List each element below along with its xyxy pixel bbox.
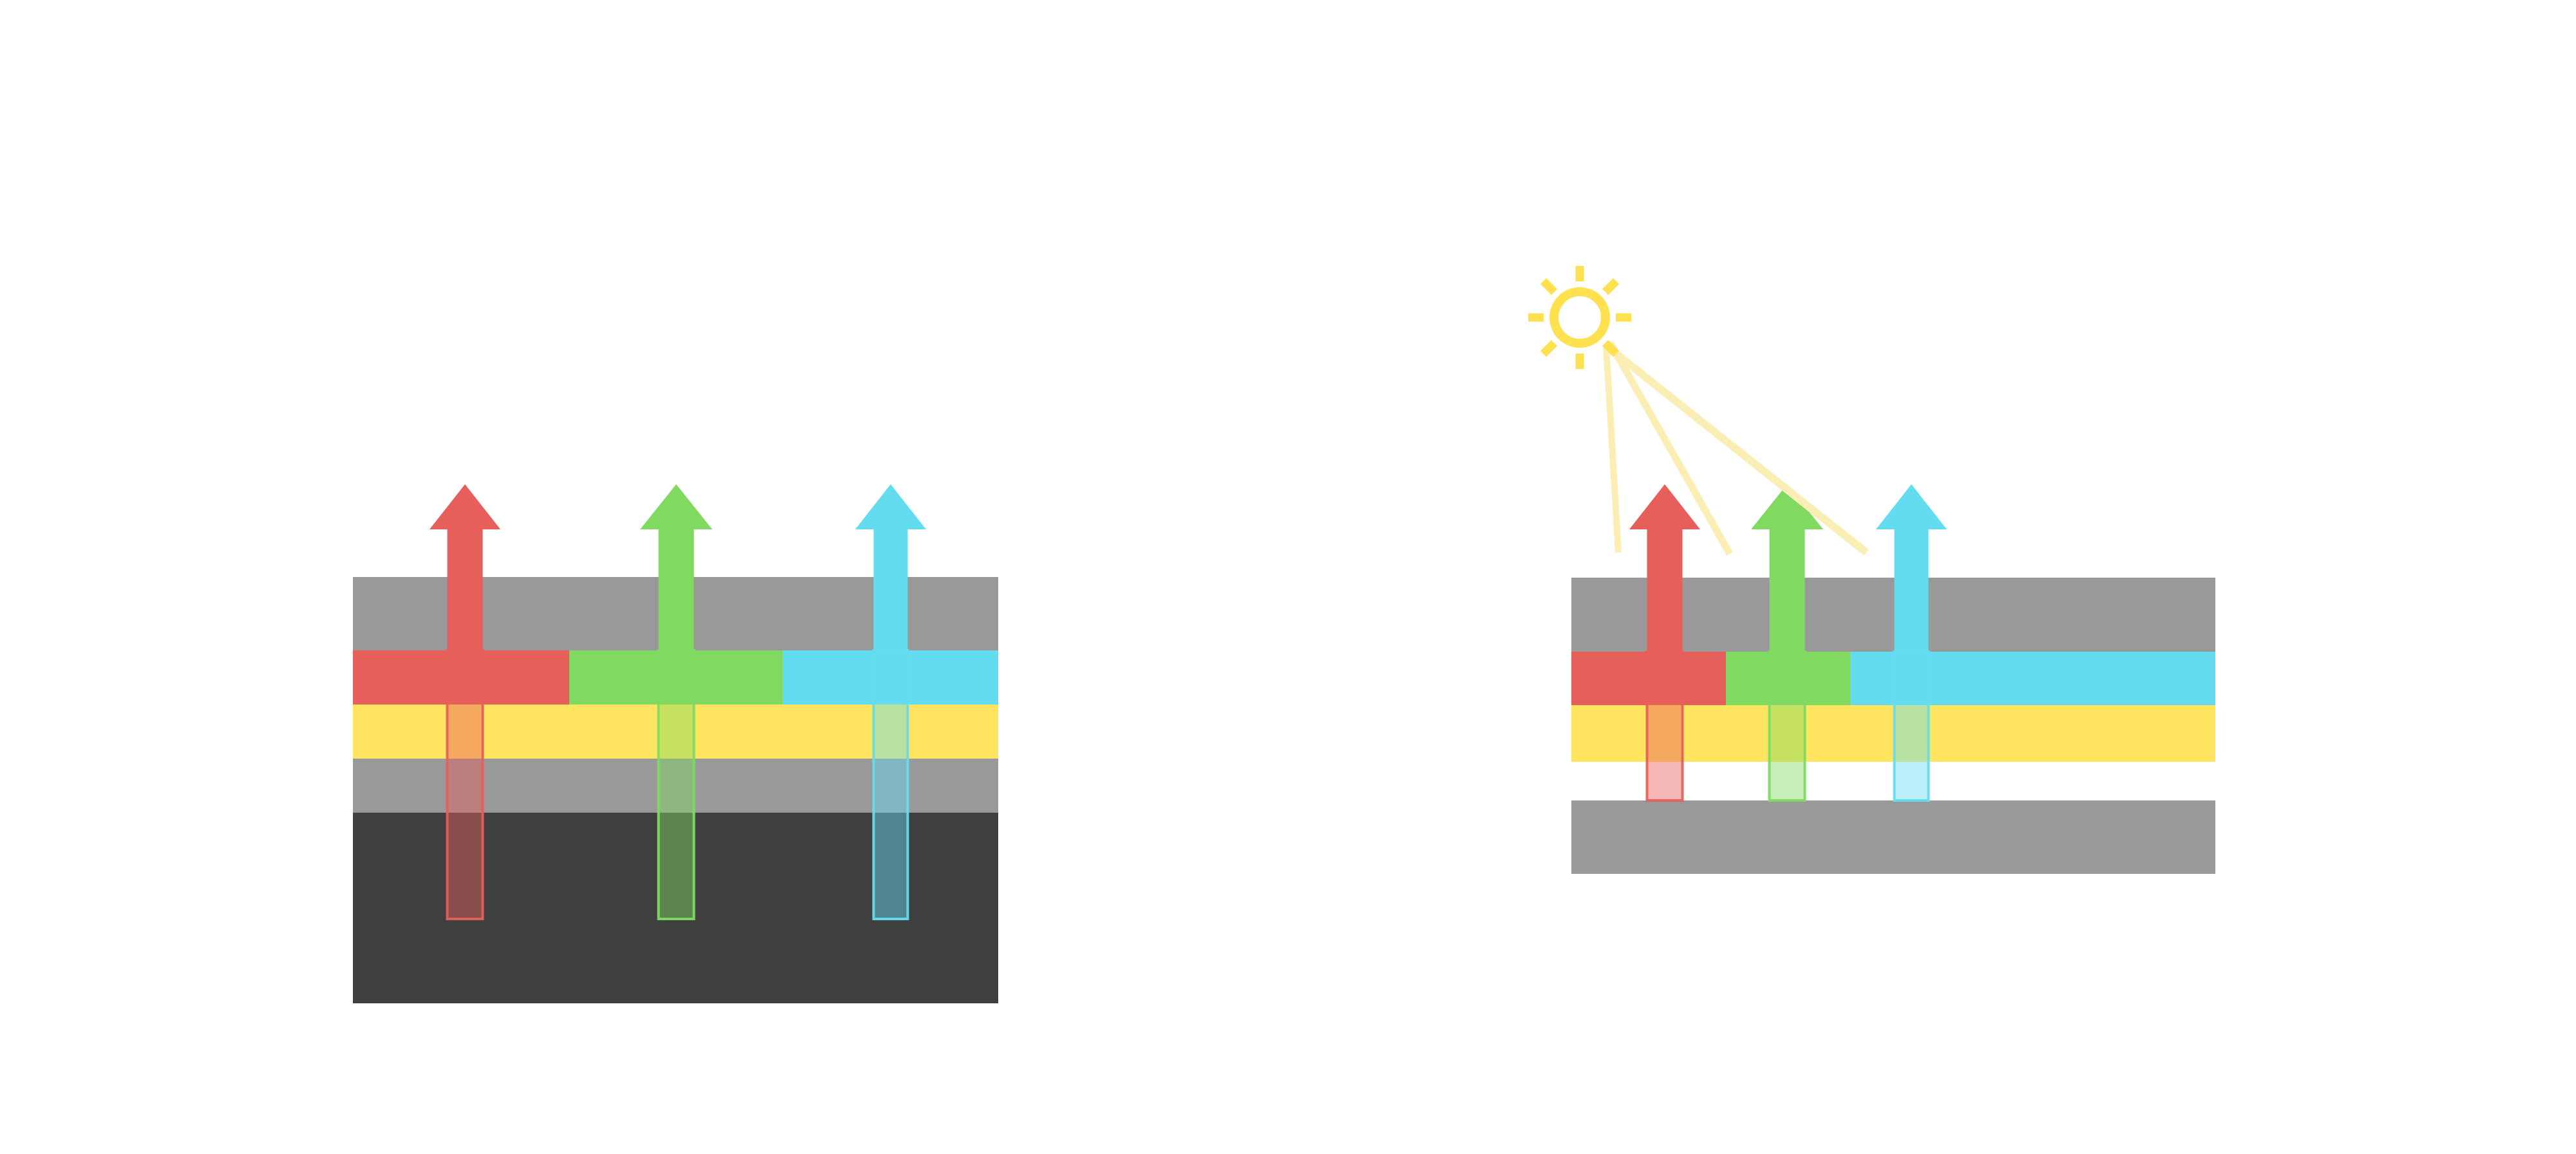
sun-icon [1528, 266, 1869, 556]
arrow-red [1629, 484, 1700, 802]
arrow-blue-body [1876, 484, 1947, 652]
arrow-red-body [430, 484, 500, 650]
mid-gray-layer [353, 759, 998, 813]
sun-ray-8 [1540, 278, 1557, 295]
arrow-red-tail [1645, 650, 1684, 802]
sun-beam-2 [1607, 341, 1733, 556]
sun-beam-1 [1603, 345, 1622, 553]
arrow-blue-tail [872, 649, 909, 920]
arrow-green-tail [1768, 650, 1806, 802]
sun-ray-2 [1602, 278, 1620, 295]
yellow-layer [353, 705, 998, 759]
band-green-color-filter-layer [1726, 652, 1850, 705]
arrow-green-body [1751, 484, 1823, 652]
arrow-red-tail [446, 649, 484, 920]
bottom-gray-layer [1571, 800, 2215, 874]
arrow-blue [1876, 484, 1947, 802]
sun-ring [1549, 287, 1610, 348]
arrow-green-tail [657, 649, 696, 920]
arrow-green [1751, 484, 1823, 802]
band-blue-color-filter-layer [782, 650, 998, 705]
arrow-blue [855, 484, 926, 920]
arrow-green [640, 484, 712, 920]
arrow-green-body [640, 484, 712, 650]
sun-beam-3 [1616, 352, 1869, 556]
band-red-color-filter-layer [1571, 652, 1726, 705]
arrow-blue-body [855, 484, 926, 650]
sun-rays [1528, 266, 1631, 369]
band-blue-color-filter-layer [1850, 652, 2215, 705]
sun-ray-4 [1602, 340, 1620, 357]
dark-substrate-stack [353, 484, 998, 1003]
arrow-red [430, 484, 500, 920]
band-green-color-filter-layer [569, 650, 782, 705]
band-red-color-filter-layer [353, 650, 569, 705]
sun-ray-6 [1540, 340, 1557, 357]
arrow-red-body [1629, 484, 1700, 652]
arrow-blue-tail [1893, 650, 1930, 802]
sunlit-gray-substrate-stack [1528, 266, 2215, 874]
dark-substrate [353, 813, 998, 1003]
